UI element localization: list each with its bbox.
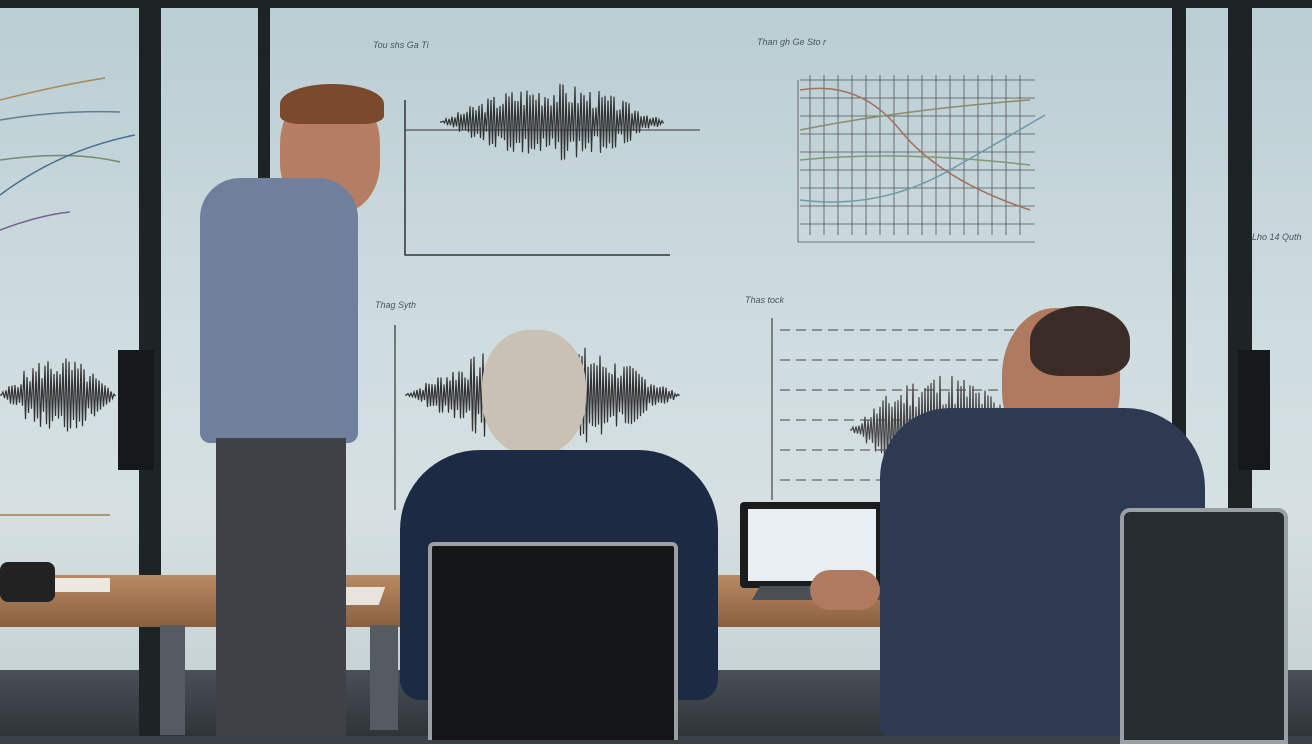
whiteboard-label: Lho 14 Quth <box>1252 232 1302 242</box>
hand <box>810 570 880 610</box>
table-leg <box>160 625 185 735</box>
whiteboard-label: Thag Syth <box>375 300 417 310</box>
whiteboard-label: Than gh Ge Sto r <box>757 37 827 47</box>
whiteboard-label: Thas tock <box>745 295 785 305</box>
whiteboard-label: Tou shs Ga Ti <box>373 40 429 50</box>
door-handle-right[interactable] <box>1238 350 1270 470</box>
trousers <box>216 438 346 736</box>
person-standing <box>196 84 396 736</box>
office-chair <box>428 542 678 740</box>
chart-waveform-top <box>404 83 700 256</box>
desk-phone <box>0 562 55 602</box>
frame-mullion <box>1172 0 1186 520</box>
head <box>482 330 586 455</box>
hair <box>1030 306 1130 376</box>
table-leg <box>370 625 398 730</box>
shirt <box>200 178 358 443</box>
office-chair <box>1120 508 1288 744</box>
top-frame <box>0 0 1312 8</box>
laptop-screen <box>748 509 876 581</box>
hair <box>280 84 384 124</box>
frame-mullion <box>258 0 270 180</box>
door-handle-left[interactable] <box>118 350 154 470</box>
chart-lines-left <box>0 77 136 516</box>
chart-grid-top-right <box>797 75 1046 243</box>
